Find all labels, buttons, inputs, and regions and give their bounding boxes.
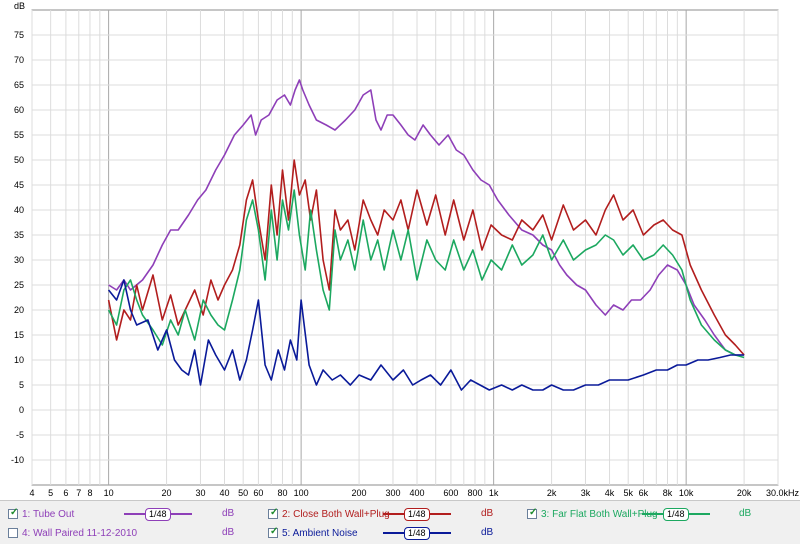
unit-label: dB [739,508,752,519]
y-tick-label: 30 [14,255,24,265]
y-tick-label: 15 [14,330,24,340]
legend-label: 4: Wall Paired 11-12-2010 [22,527,138,539]
y-tick-label: 10 [14,355,24,365]
x-tick-label: 30 [195,488,205,498]
series-line [107,189,745,359]
series-line-icon [124,513,146,515]
unit-label: dB [222,508,235,519]
y-tick-label: 50 [14,155,24,165]
x-tick-label: 40 [220,488,230,498]
x-tick-label: 10k [679,488,694,498]
x-tick-label: 8k [663,488,673,498]
checkbox[interactable] [8,528,18,538]
y-tick-label: 0 [19,405,24,415]
y-tick-label: 35 [14,230,24,240]
unit-label: dB [481,527,494,538]
legend-label: 3: Far Flat Both Wall+Plug [541,508,658,520]
checkbox[interactable]: ✓ [8,507,19,519]
x-tick-label: 600 [443,488,458,498]
y-tick-label: 65 [14,80,24,90]
smoothing-label: 1/48 [145,507,171,521]
x-tick-label: 20k [737,488,752,498]
x-tick-label: 6k [639,488,649,498]
x-tick-label: 10 [104,488,114,498]
legend-label: 5: Ambient Noise [282,527,358,539]
x-tick-label: 800 [467,488,482,498]
legend: ✓ 1: Tube Out 1/48 dB ✓ 2: Close Both Wa… [0,500,800,544]
y-tick-label: 75 [14,30,24,40]
x-tick-label: 200 [352,488,367,498]
y-tick-label: -10 [11,455,24,465]
legend-label: 1: Tube Out [22,508,75,520]
y-tick-label: 45 [14,180,24,190]
x-tick-label: 4 [29,488,34,498]
x-tick-label: 6 [63,488,68,498]
checkmark-icon: ✓ [529,507,538,518]
smoothing-label: 1/48 [404,507,430,521]
checkbox[interactable]: ✓ [268,507,279,519]
x-tick-label: 8 [87,488,92,498]
series-line-icon [383,532,405,534]
series-line-icon [687,513,710,515]
x-tick-label: 20 [162,488,172,498]
checkmark-icon: ✓ [270,507,279,518]
y-tick-label: 40 [14,205,24,215]
y-tick-label: 60 [14,105,24,115]
legend-item-close-both-wall-plug[interactable]: ✓ 2: Close Both Wall+Plug [268,504,390,524]
smoothing-label: 1/48 [663,507,689,521]
smoothing-indicator[interactable]: 1/48 [124,504,192,524]
x-tick-label: 30.0kHz [766,488,800,498]
smoothing-label: 1/48 [404,526,430,540]
plot-area [31,9,779,486]
x-tick-label: 100 [294,488,309,498]
x-tick-label: 4k [605,488,615,498]
series-line [107,279,745,391]
x-tick-label: 2k [547,488,557,498]
x-axis: 4 5 6 7 8 10 20 30 40 50 60 80 100 200 300 400 600 800 1k 2… [29,488,799,498]
smoothing-indicator[interactable]: 1/48 [383,504,451,524]
legend-item-wall-paired[interactable]: 4: Wall Paired 11-12-2010 [8,523,137,543]
series-line-icon [642,513,664,515]
checkmark-icon: ✓ [10,507,19,518]
legend-item-tube-out[interactable]: ✓ 1: Tube Out [8,504,74,524]
checkbox[interactable]: ✓ [268,526,279,538]
legend-item-ambient-noise[interactable]: ✓ 5: Ambient Noise [268,523,358,543]
x-tick-label: 7 [76,488,81,498]
x-tick-label: 5 [48,488,53,498]
x-tick-label: 60 [253,488,263,498]
y-tick-label: 70 [14,55,24,65]
x-tick-label: 1k [489,488,499,498]
x-tick-label: 400 [410,488,425,498]
y-axis: -10 -5 0 5 10 15 20 25 30 35 40 45 50 55 60 65 70 75 [11,30,24,465]
y-tick-label: 20 [14,305,24,315]
x-tick-label: 300 [385,488,400,498]
y-unit-label: dB [14,1,25,11]
series-lines [107,79,745,391]
unit-label: dB [481,508,494,519]
y-tick-label: -5 [16,430,24,440]
series-line-icon [169,513,192,515]
smoothing-indicator[interactable]: 1/48 [383,523,451,543]
y-tick-label: 55 [14,130,24,140]
checkmark-icon: ✓ [270,526,279,537]
unit-label: dB [222,527,235,538]
x-tick-label: 80 [277,488,287,498]
x-tick-label: 5k [623,488,633,498]
y-tick-label: 5 [19,380,24,390]
series-line [107,159,745,356]
series-line-icon [428,532,451,534]
y-tick-label: 25 [14,280,24,290]
series-line [108,79,745,356]
smoothing-indicator[interactable]: 1/48 [642,504,710,524]
x-tick-label: 50 [238,488,248,498]
series-line-icon [428,513,451,515]
checkbox[interactable]: ✓ [527,507,538,519]
series-line-icon [383,513,405,515]
legend-item-far-flat-both-wall-plug[interactable]: ✓ 3: Far Flat Both Wall+Plug [527,504,658,524]
x-tick-label: 3k [581,488,591,498]
legend-label: 2: Close Both Wall+Plug [282,508,390,520]
